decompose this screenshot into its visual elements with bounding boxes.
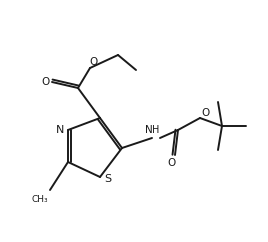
Text: S: S	[105, 174, 111, 184]
Text: N: N	[56, 125, 64, 135]
Text: O: O	[167, 158, 175, 168]
Text: O: O	[202, 108, 210, 118]
Text: O: O	[89, 57, 97, 67]
Text: N: N	[145, 125, 153, 135]
Text: H: H	[152, 125, 160, 135]
Text: CH₃: CH₃	[32, 195, 48, 204]
Text: O: O	[41, 77, 49, 87]
